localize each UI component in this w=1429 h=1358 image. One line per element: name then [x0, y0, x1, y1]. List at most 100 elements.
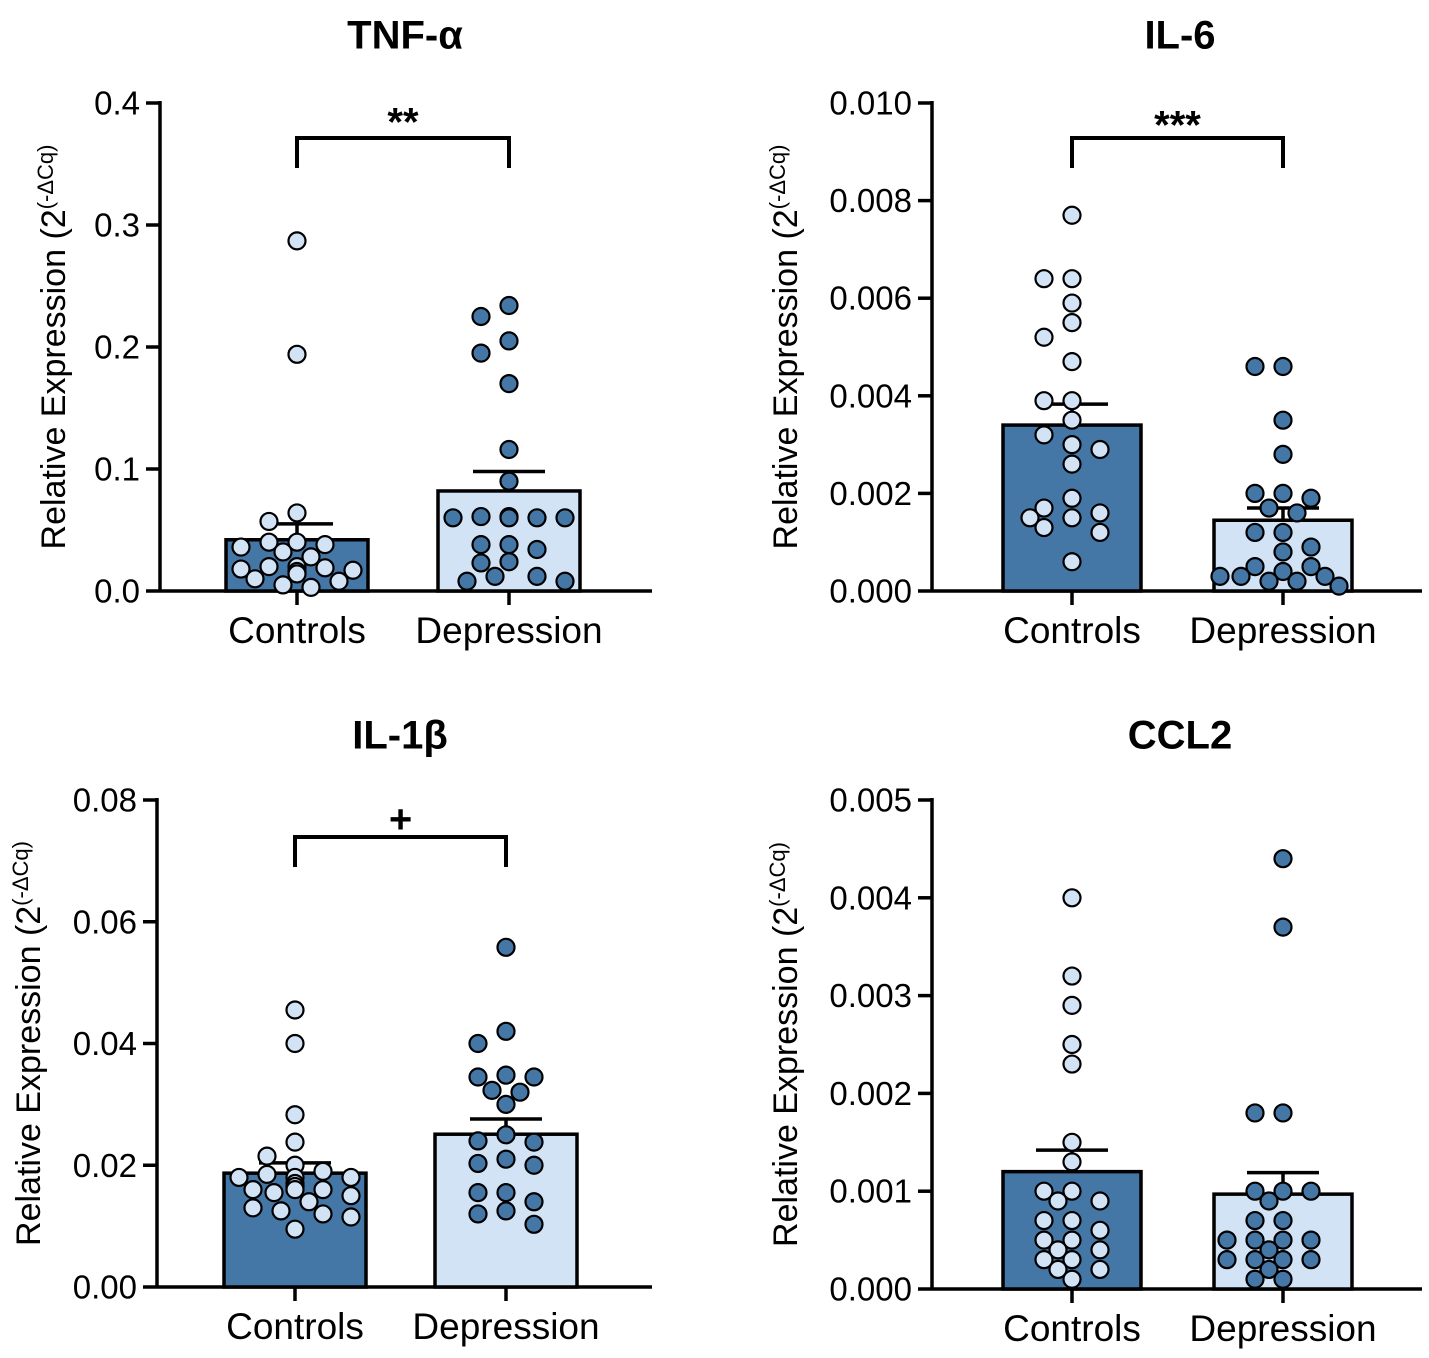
y-tick-label: 0.3 [94, 207, 140, 244]
data-point [313, 1161, 333, 1181]
data-point [285, 1000, 305, 1020]
panel-1: TNF-α Relative Expression (2(-ΔCq) 0.0 0.1 0… [33, 14, 652, 651]
data-point [285, 1179, 305, 1200]
data-point [1062, 410, 1082, 430]
data-point [468, 1131, 488, 1151]
significance-bracket [293, 835, 508, 867]
data-point [1273, 1103, 1293, 1123]
data-point [285, 1219, 305, 1239]
data-point [1090, 522, 1110, 543]
data-point [1245, 1181, 1265, 1201]
panel-title: IL-1β [352, 714, 448, 758]
data-point [1062, 1269, 1082, 1289]
data-point [1273, 522, 1293, 543]
data-point [1062, 1230, 1082, 1250]
significance-label: ** [387, 101, 419, 145]
data-point [471, 553, 491, 573]
y-axis-label: Relative Expression (2(-ΔCq) [765, 145, 805, 550]
data-point [499, 535, 519, 555]
data-point [1273, 356, 1293, 377]
data-point [287, 532, 307, 552]
data-point [1217, 1250, 1237, 1270]
data-point [524, 1155, 544, 1175]
data-point [1034, 327, 1054, 347]
data-point [257, 1164, 277, 1184]
data-point [259, 556, 279, 577]
significance-label: *** [1154, 104, 1201, 148]
y-axis-label: Relative Expression (2(-ΔCq) [765, 842, 805, 1247]
y-tick-label: 0.008 [829, 182, 912, 219]
x-tick-label: Controls [228, 610, 366, 651]
data-point [1062, 1181, 1082, 1201]
data-point [499, 471, 519, 491]
data-point [1245, 1269, 1265, 1289]
data-point [524, 1067, 544, 1087]
data-point [1034, 391, 1054, 411]
data-point [1034, 425, 1054, 445]
data-point [1245, 1210, 1265, 1231]
data-point [1245, 1103, 1265, 1123]
data-point [524, 1132, 544, 1152]
data-point [1259, 498, 1279, 518]
data-point [496, 1149, 516, 1169]
data-point [468, 1153, 488, 1174]
y-tick-label: 0.004 [829, 879, 912, 916]
y-tick-label: 0.000 [829, 573, 912, 610]
panel-4: CCL2 Relative Expression (2(-ΔCq) 0.000 0.0… [765, 714, 1422, 1349]
y-tick-label: 0.002 [829, 475, 912, 512]
data-point [1273, 1230, 1293, 1250]
data-point [259, 532, 279, 552]
data-point [1273, 542, 1293, 562]
data-point [496, 1021, 516, 1041]
data-point [259, 511, 279, 532]
data-point [499, 295, 519, 316]
data-point [499, 552, 519, 572]
y-tick-label: 0.02 [73, 1147, 137, 1184]
y-tick-label: 0.2 [94, 329, 140, 366]
data-point [1062, 1054, 1082, 1074]
panel-2: IL-6 Relative Expression (2(-ΔCq) 0.000 0.0… [765, 14, 1422, 651]
y-axis-label: Relative Expression (2(-ΔCq) [33, 145, 73, 550]
data-point [499, 508, 519, 528]
data-point [1231, 566, 1251, 586]
data-point [471, 306, 491, 327]
data-point [496, 1125, 516, 1145]
data-point [499, 331, 519, 351]
data-point [285, 1132, 305, 1152]
data-point [1090, 1220, 1110, 1240]
panel-3: IL-1β Relative Expression (2(-ΔCq) 0.00 0.0… [8, 714, 652, 1347]
data-point [496, 1065, 516, 1085]
data-point [496, 1183, 516, 1203]
data-point [257, 1146, 277, 1166]
data-point [1048, 1240, 1068, 1260]
data-point [1245, 1250, 1265, 1270]
data-point [1301, 1250, 1321, 1270]
data-point [243, 1198, 263, 1218]
data-point [499, 374, 519, 394]
data-point [1062, 508, 1082, 528]
data-point [231, 559, 251, 579]
data-point [1062, 1132, 1082, 1152]
data-point [1259, 1191, 1279, 1211]
data-point [315, 558, 335, 578]
data-point [1090, 1259, 1110, 1280]
data-point [1062, 488, 1082, 508]
data-point [229, 1167, 249, 1188]
data-point [329, 571, 349, 591]
panel-title: TNF-α [347, 14, 463, 58]
data-point [1245, 1230, 1265, 1250]
data-point [1273, 1269, 1293, 1289]
data-point [1301, 488, 1321, 508]
data-point [243, 1179, 263, 1200]
data-point [1062, 995, 1082, 1015]
data-point [287, 503, 307, 523]
data-point [273, 575, 293, 595]
data-point [1287, 571, 1307, 591]
data-point [1062, 552, 1082, 572]
data-point [1034, 498, 1054, 518]
y-tick-label: 0.1 [94, 451, 140, 488]
data-point [1273, 483, 1293, 503]
data-point [1245, 356, 1265, 377]
data-point [1048, 1259, 1068, 1280]
